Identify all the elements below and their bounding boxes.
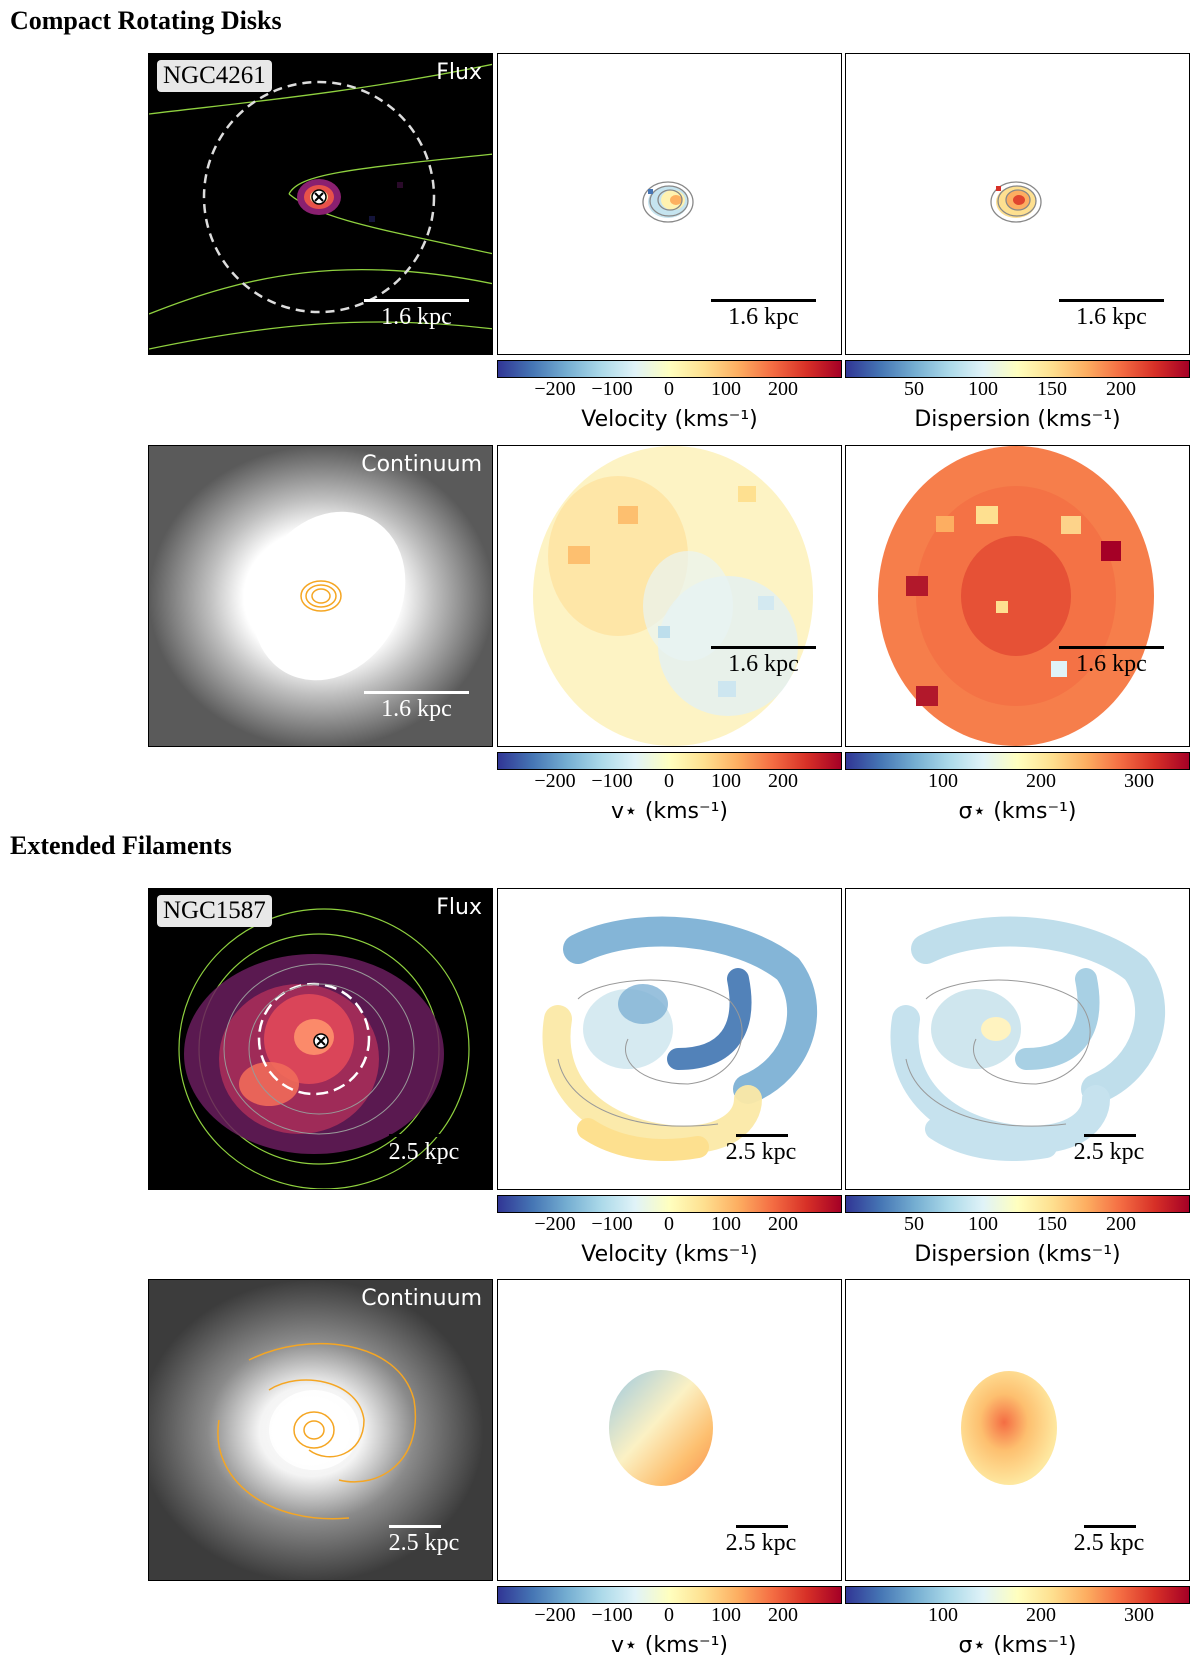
ngc1587-stellar-dispersion-map xyxy=(961,1371,1057,1485)
sigma-star-colorbar xyxy=(845,752,1190,770)
ngc4261-continuum-map xyxy=(149,446,492,746)
velocity-colorbar-label: Velocity (kms⁻¹) xyxy=(581,407,758,432)
ngc1587-gas-velocity-panel: 2.5 kpc xyxy=(497,888,842,1190)
ngc1587-stellar-dispersion-panel: 2.5 kpc xyxy=(845,1279,1190,1581)
dispersion-colorbar xyxy=(845,1195,1190,1213)
ngc4261-flux-panel: NGC4261 Flux 1.6 kpc xyxy=(148,53,493,355)
scale-bar xyxy=(1059,299,1164,302)
scale-bar xyxy=(1084,1525,1136,1528)
section-title-extended: Extended Filaments xyxy=(10,831,232,860)
dispersion-colorbar xyxy=(845,360,1190,378)
flux-label: Flux xyxy=(436,60,482,85)
scale-bar xyxy=(1059,646,1164,649)
galaxy-name-tag: NGC1587 xyxy=(157,895,272,927)
scale-label: 2.5 kpc xyxy=(725,1139,797,1165)
ngc4261-stellar-dispersion-panel: 1.6 kpc xyxy=(845,445,1190,747)
scale-label: 1.6 kpc xyxy=(381,696,452,722)
ngc1587-gas-dispersion-panel: 2.5 kpc xyxy=(845,888,1190,1190)
ngc1587-flux-map xyxy=(178,908,470,1189)
velocity-colorbar-ticks: −200 −100 0 100 200 xyxy=(534,1213,798,1235)
sigma-star-colorbar xyxy=(845,1586,1190,1604)
scale-bar xyxy=(711,299,816,302)
scale-bar xyxy=(736,1525,788,1528)
velocity-colorbar-ticks: −200 −100 0 100 200 xyxy=(534,378,798,400)
v-star-colorbar-label: v⋆ (kms⁻¹) xyxy=(610,799,728,824)
scale-bar xyxy=(1084,1134,1136,1137)
scale-bar xyxy=(389,1134,441,1137)
ngc1587-flux-panel: NGC1587 Flux 2.5 kpc xyxy=(148,888,493,1190)
dispersion-colorbar-ticks: 50 100 150 200 xyxy=(904,378,1136,400)
sigma-star-colorbar-label: σ⋆ (kms⁻¹) xyxy=(958,1633,1077,1658)
scale-label: 2.5 kpc xyxy=(725,1530,797,1556)
v-star-colorbar-ticks: −200 −100 0 100 200 xyxy=(534,1604,798,1626)
ngc4261-stellar-dispersion-map xyxy=(878,446,1154,746)
sigma-star-colorbar-ticks: 100 200 300 xyxy=(928,770,1154,792)
ngc1587-stellar-velocity-map xyxy=(609,1370,713,1486)
scale-bar xyxy=(711,646,816,649)
scale-label: 1.6 kpc xyxy=(381,304,452,330)
scale-bar xyxy=(364,691,469,694)
flux-label: Flux xyxy=(436,895,482,920)
ngc1587-continuum-panel: Continuum 2.5 kpc xyxy=(148,1279,493,1581)
sigma-star-colorbar-ticks: 100 200 300 xyxy=(928,1604,1154,1626)
ngc4261-stellar-velocity-panel: 1.6 kpc xyxy=(497,445,842,747)
dispersion-colorbar-ticks: 50 100 150 200 xyxy=(904,1213,1136,1235)
v-star-colorbar-ticks: −200 −100 0 100 200 xyxy=(534,770,798,792)
velocity-colorbar xyxy=(497,360,842,378)
scale-label: 1.6 kpc xyxy=(1076,304,1147,330)
section-title-compact: Compact Rotating Disks xyxy=(10,6,282,35)
ngc1587-stellar-velocity-panel: 2.5 kpc xyxy=(497,1279,842,1581)
continuum-label: Continuum xyxy=(361,452,482,477)
ngc4261-gas-dispersion-panel: 1.6 kpc xyxy=(845,53,1190,355)
galaxy-name-tag: NGC4261 xyxy=(157,60,272,92)
dispersion-colorbar-label: Dispersion (kms⁻¹) xyxy=(914,407,1121,432)
scale-label: 2.5 kpc xyxy=(1073,1530,1145,1556)
scale-bar xyxy=(389,1525,441,1528)
scale-bar xyxy=(736,1134,788,1137)
ngc4261-gas-dispersion-map xyxy=(990,181,1042,223)
v-star-colorbar-label: v⋆ (kms⁻¹) xyxy=(610,1633,728,1658)
ngc4261-stellar-velocity-map xyxy=(533,446,813,746)
scale-label: 1.6 kpc xyxy=(728,304,799,330)
scale-label: 2.5 kpc xyxy=(388,1530,460,1556)
ngc1587-gas-dispersion-map xyxy=(890,916,1166,1161)
ngc4261-continuum-panel: Continuum 1.6 kpc xyxy=(148,445,493,747)
ngc4261-flux-map xyxy=(149,63,492,350)
velocity-colorbar xyxy=(497,1195,842,1213)
ngc1587-gas-velocity-map xyxy=(542,916,818,1161)
scale-label: 2.5 kpc xyxy=(1073,1139,1145,1165)
ngc1587-continuum-map xyxy=(149,1280,492,1580)
scale-label: 1.6 kpc xyxy=(728,651,799,677)
velocity-colorbar-label: Velocity (kms⁻¹) xyxy=(581,1242,758,1267)
scale-label: 2.5 kpc xyxy=(388,1139,460,1165)
ngc4261-gas-velocity-panel: 1.6 kpc xyxy=(497,53,842,355)
scale-label: 1.6 kpc xyxy=(1076,651,1147,677)
dispersion-colorbar-label: Dispersion (kms⁻¹) xyxy=(914,1242,1121,1267)
continuum-label: Continuum xyxy=(361,1286,482,1311)
v-star-colorbar xyxy=(497,752,842,770)
sigma-star-colorbar-label: σ⋆ (kms⁻¹) xyxy=(958,799,1077,824)
v-star-colorbar xyxy=(497,1586,842,1604)
scale-bar xyxy=(364,299,469,302)
ngc4261-gas-velocity-map xyxy=(642,181,694,223)
